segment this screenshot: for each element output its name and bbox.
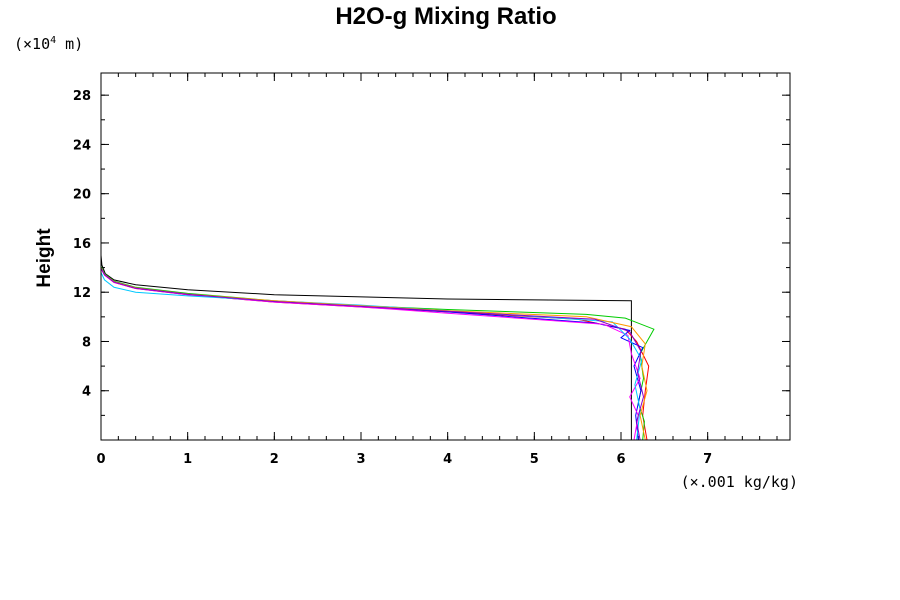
x-tick-label: 7 [703, 452, 712, 467]
y-tick-label: 28 [73, 89, 91, 104]
series-line-8 [100, 267, 645, 441]
y-unit-head: (×10 [14, 35, 50, 53]
y-tick-label: 12 [73, 286, 91, 301]
x-tick-label: 5 [530, 452, 539, 467]
y-tick-label: 24 [73, 138, 91, 153]
x-tick-label: 2 [270, 452, 279, 467]
x-tick-label: 1 [183, 452, 192, 467]
x-tick-label: 3 [356, 452, 365, 467]
y-unit-exponent: 4 [50, 35, 56, 46]
y-tick-label: 8 [82, 335, 91, 350]
y-tick-label: 4 [82, 385, 91, 400]
plot-frame [100, 72, 791, 441]
y-unit-label: (×104 m) [14, 35, 83, 53]
x-tick-label: 6 [616, 452, 625, 467]
y-tick-label: 20 [73, 188, 91, 203]
series-line-3 [100, 266, 655, 441]
x-tick-label: 0 [96, 452, 105, 467]
y-axis-label: Height [34, 228, 55, 288]
x-unit-label: (×.001 kg/kg) [681, 473, 798, 491]
series-line-1 [100, 255, 632, 440]
series-line-5 [100, 268, 641, 441]
chart-title: H2O-g Mixing Ratio [335, 3, 556, 30]
series-lines [100, 73, 655, 441]
y-unit-tail: m) [56, 35, 83, 53]
y-tick-label: 16 [73, 237, 91, 252]
series-line-6 [100, 272, 643, 441]
x-tick-label: 4 [443, 452, 452, 467]
